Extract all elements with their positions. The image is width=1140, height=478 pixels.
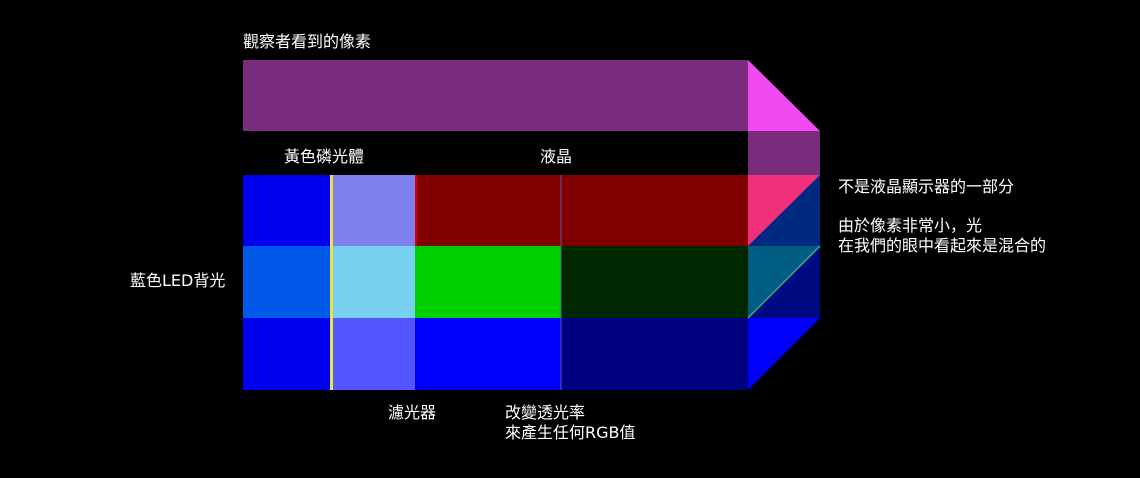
color-filter-label: 濾光器	[388, 403, 437, 422]
backlight-row-blue	[243, 318, 331, 390]
filter-blue	[415, 318, 561, 390]
liquid-crystal-red	[561, 175, 748, 246]
transmittance-label-line2: 來產生任何RGB值	[505, 423, 636, 442]
not-part-of-lcd-label: 不是液晶顯示器的一部分	[838, 177, 1015, 196]
observed-pixel-bevel	[748, 60, 820, 131]
blue-led-backlight-label: 藍色LED背光	[130, 271, 226, 290]
phosphor-row-red	[333, 175, 415, 246]
phosphor-row-green	[333, 246, 415, 318]
mix-red-face	[748, 175, 820, 246]
backlight-row-green	[243, 246, 331, 318]
backlight-row-red	[243, 175, 331, 246]
filter-red	[415, 175, 561, 246]
observed-pixel-side	[748, 131, 820, 175]
liquid-crystal-label: 液晶	[540, 147, 573, 166]
yellow-phosphor-label: 黃色磷光體	[284, 147, 365, 166]
mixing-label-line2: 在我們的眼中看起來是混合的	[838, 236, 1047, 255]
observed-pixel-label: 觀察者看到的像素	[243, 32, 372, 51]
liquid-crystal-blue	[561, 318, 748, 390]
mix-blue-face	[748, 318, 820, 390]
observed-pixel-bar	[243, 60, 748, 131]
mix-green-edge	[747, 245, 821, 319]
phosphor-row-blue	[333, 318, 415, 390]
filter-red-edge	[415, 175, 417, 246]
filter-green	[415, 246, 561, 318]
liquid-crystal-green	[561, 246, 748, 318]
yellow-phosphor-layer	[330, 175, 333, 390]
transmittance-label-line1: 改變透光率	[505, 403, 586, 422]
mixing-label-line1: 由於像素非常小，光	[838, 216, 983, 235]
